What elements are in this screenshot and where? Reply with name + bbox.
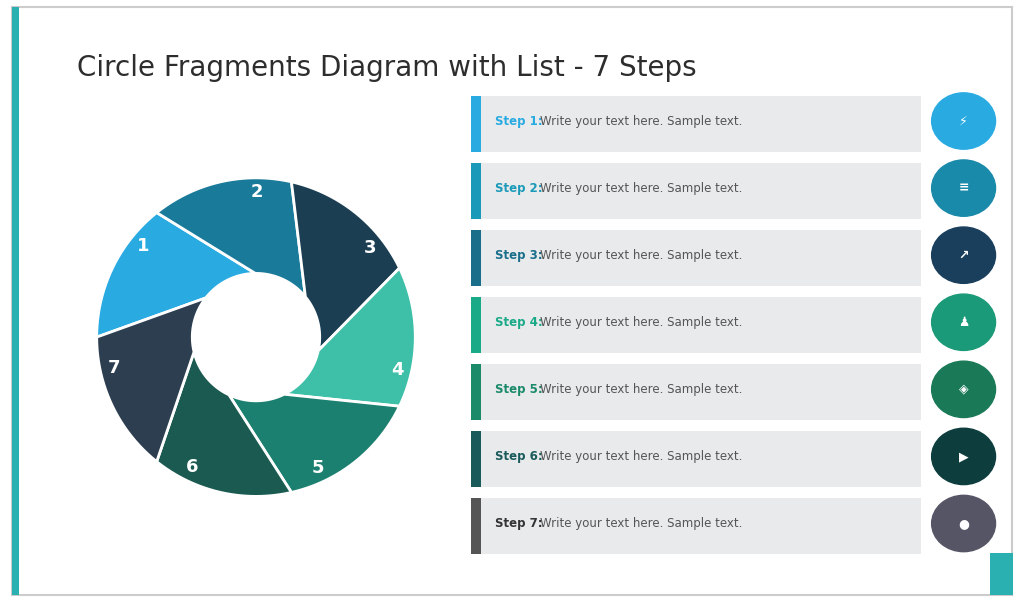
Text: 7: 7 [109,359,121,377]
Polygon shape [96,298,206,462]
Text: ≡: ≡ [958,182,969,194]
Text: Write your text here. Sample text.: Write your text here. Sample text. [540,517,742,530]
Text: 6: 6 [185,458,199,476]
Text: Step 5:: Step 5: [495,383,543,396]
Circle shape [932,160,995,216]
Polygon shape [229,394,399,492]
FancyBboxPatch shape [471,498,480,554]
Circle shape [932,361,995,418]
Text: Write your text here. Sample text.: Write your text here. Sample text. [540,316,742,329]
Text: Write your text here. Sample text.: Write your text here. Sample text. [540,249,742,262]
Polygon shape [292,182,399,351]
FancyBboxPatch shape [471,163,921,219]
Text: Step 3:: Step 3: [495,249,543,262]
Polygon shape [157,352,292,497]
Text: ●: ● [958,517,969,530]
Text: Write your text here. Sample text.: Write your text here. Sample text. [540,114,742,128]
Text: ⚡: ⚡ [959,114,968,128]
FancyBboxPatch shape [471,498,921,554]
Text: 4: 4 [391,361,403,379]
Text: Step 7:: Step 7: [495,517,543,530]
FancyBboxPatch shape [471,297,480,353]
Text: 1: 1 [137,237,150,255]
Text: ▶: ▶ [958,450,969,463]
Text: Step 2:: Step 2: [495,182,543,194]
Circle shape [932,294,995,350]
FancyBboxPatch shape [471,297,921,353]
Text: Step 6:: Step 6: [495,450,543,463]
Polygon shape [96,213,255,337]
Text: 3: 3 [364,238,376,256]
Text: Step 4:: Step 4: [495,316,543,329]
FancyBboxPatch shape [471,96,480,152]
Text: 5: 5 [311,459,325,477]
Circle shape [194,275,318,399]
Text: Step 1:: Step 1: [495,114,543,128]
Circle shape [932,227,995,284]
Circle shape [932,428,995,485]
FancyBboxPatch shape [471,364,480,420]
Text: Circle Fragments Diagram with List - 7 Steps: Circle Fragments Diagram with List - 7 S… [77,54,696,82]
Text: Write your text here. Sample text.: Write your text here. Sample text. [540,182,742,194]
FancyBboxPatch shape [471,230,480,286]
FancyBboxPatch shape [471,432,921,487]
Text: Write your text here. Sample text.: Write your text here. Sample text. [540,450,742,463]
Circle shape [932,495,995,551]
FancyBboxPatch shape [471,96,921,152]
Text: Write your text here. Sample text.: Write your text here. Sample text. [540,383,742,396]
Polygon shape [285,268,416,406]
Polygon shape [157,178,305,297]
Text: ◈: ◈ [958,383,969,396]
Text: ↗: ↗ [958,249,969,262]
Text: ♟: ♟ [958,316,969,329]
FancyBboxPatch shape [471,364,921,420]
Circle shape [932,93,995,149]
FancyBboxPatch shape [471,432,480,487]
FancyBboxPatch shape [471,163,480,219]
FancyBboxPatch shape [471,230,921,286]
Text: 2: 2 [251,183,263,201]
